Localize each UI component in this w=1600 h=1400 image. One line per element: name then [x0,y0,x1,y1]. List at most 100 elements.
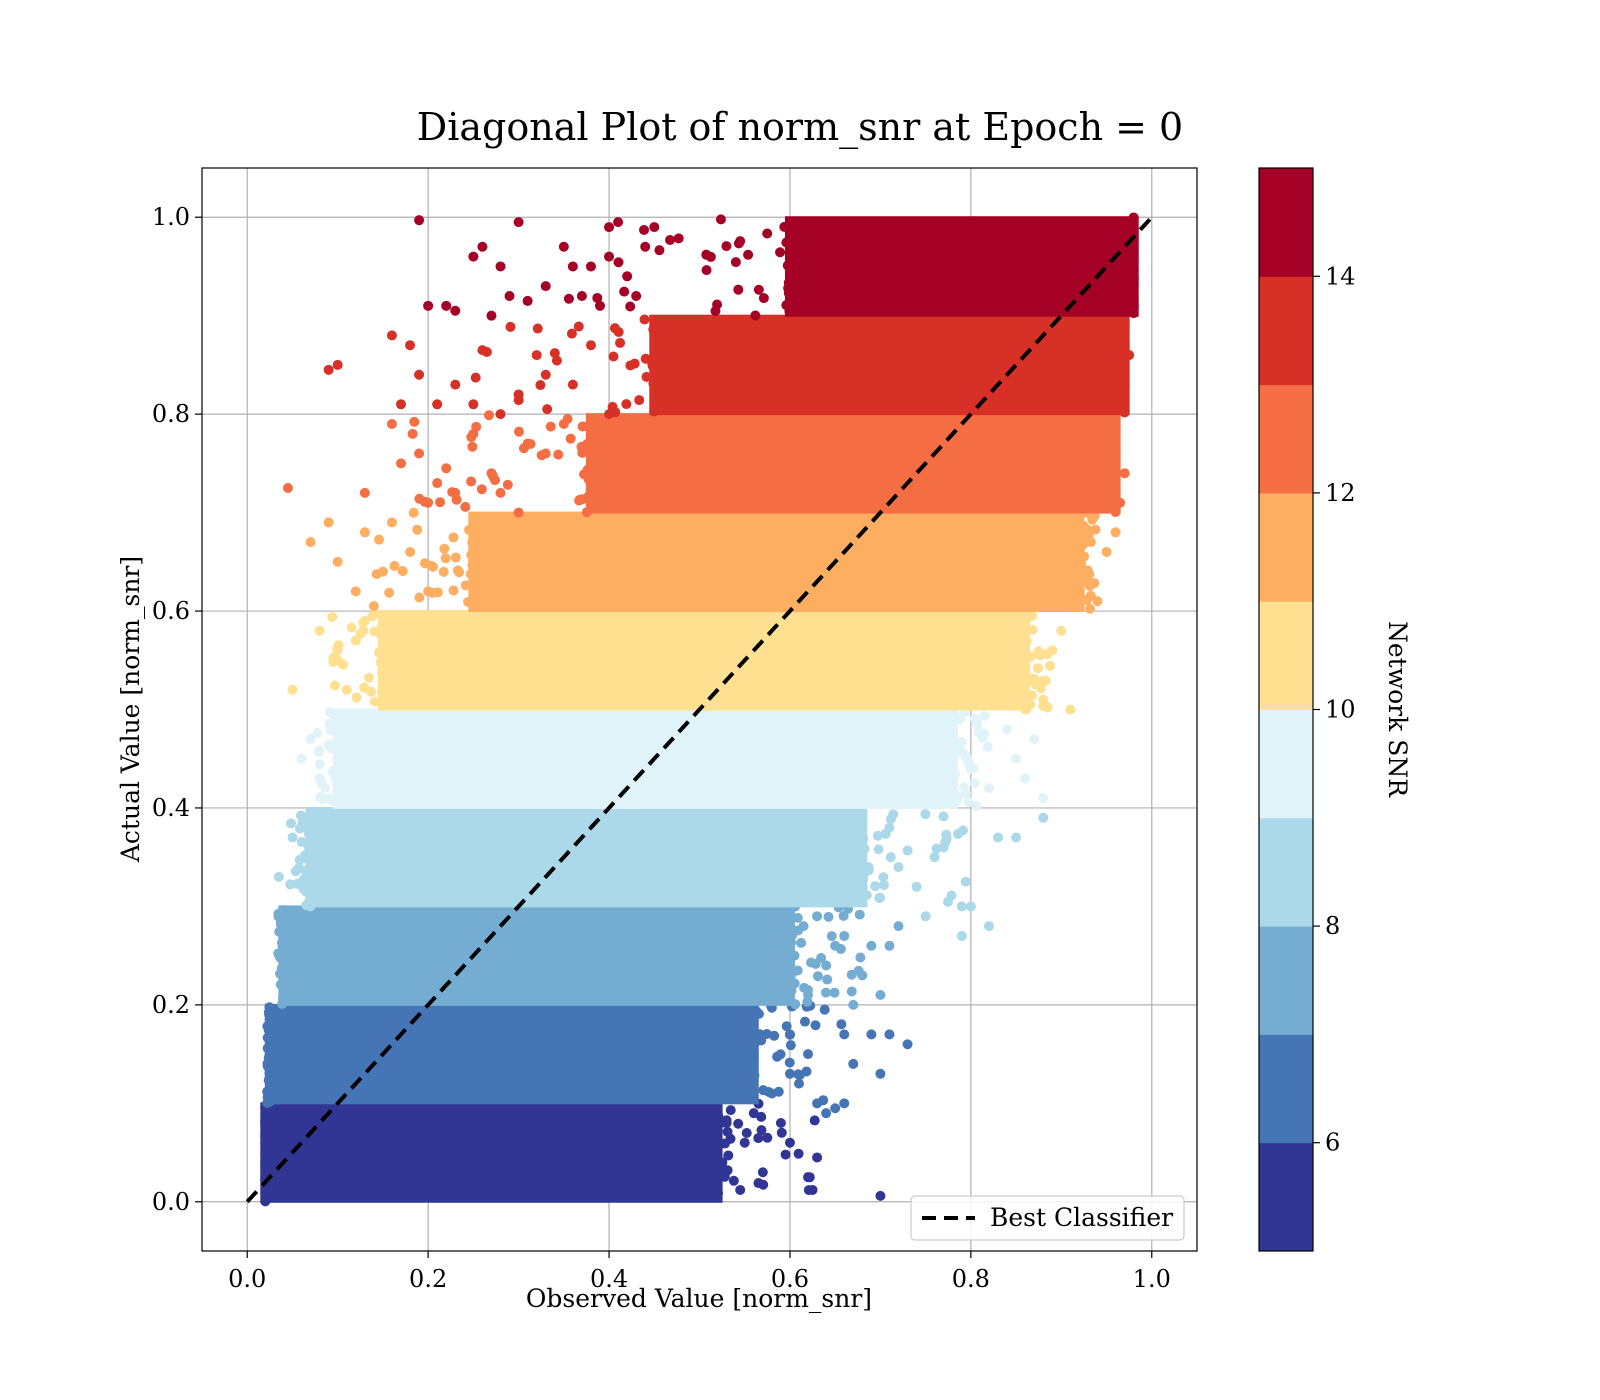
scatter-point [793,1148,804,1159]
scatter-points [260,212,1139,1207]
scatter-point [432,399,443,410]
scatter-point [625,301,636,312]
scatter-point [608,351,619,362]
scatter-point [314,759,325,770]
scatter-point [1101,546,1112,557]
scatter-point [262,1092,273,1103]
scatter-point [1128,279,1139,290]
colorbar-level-9 [1259,168,1313,277]
scatter-point [332,359,343,370]
scatter-point [323,517,334,528]
scatter-point [743,249,754,260]
scatter-point [581,507,592,518]
scatter-point [426,560,437,571]
scatter-point [386,418,397,429]
scatter-point [585,340,596,351]
scatter-point [859,843,870,854]
scatter-point [960,876,971,887]
scatter-point [830,1103,841,1114]
scatter-point [784,922,795,933]
scatter-point [609,323,620,334]
scatter-point [531,350,542,361]
scatter-point [803,990,814,1001]
scatter-point [965,763,976,774]
scatter-point [350,635,361,646]
scatter-point [303,842,314,853]
scatter-point [803,1172,814,1183]
legend: Best Classifier [910,1195,1185,1241]
scatter-point [810,1020,821,1031]
scatter-point [798,921,809,932]
scatter-point [296,753,307,764]
y-tick-label: 0.2 [152,991,190,1019]
scatter-point [448,585,459,596]
scatter-point [983,921,994,932]
scatter-point [351,692,362,703]
scatter-point [332,644,343,655]
x-axis-ticks: 0.0 0.2 0.4 0.6 0.8 1.0 [228,1251,1171,1293]
scatter-point [303,828,314,839]
colorbar: 6 8 10 12 14 Network SNR [1258,167,1412,1252]
scatter-point [757,1167,768,1178]
scatter-point [761,1028,772,1039]
scatter-point [389,560,400,571]
scatter-point [803,1049,814,1060]
scatter-point [713,1188,724,1199]
scatter-point [665,234,676,245]
scatter-point [585,261,596,272]
scatter-point [1020,702,1031,713]
scatter-point [275,909,286,920]
scatter-point [303,897,314,908]
scatter-point [467,537,478,548]
scatter-point [545,421,556,432]
scatter-point [753,1178,764,1189]
scatter-point [1021,636,1032,647]
scatter-point [278,983,289,994]
scatter-point [782,260,793,271]
scatter-point [1119,322,1130,333]
scatter-point [772,1051,783,1062]
scatter-point [648,378,659,389]
scatter-point [1124,350,1135,361]
scatter-point [748,1108,759,1119]
scatter-point [911,881,922,892]
scatter-point [468,399,479,410]
scatter-point [902,845,913,856]
scatter-point [312,728,323,739]
scatter-point [576,290,587,301]
snr-band-4 [296,707,1049,812]
scatter-point [294,854,305,865]
scatter-point [563,293,574,304]
y-tick-label: 0.6 [152,597,190,625]
legend-box [910,1195,1185,1241]
scatter-point [673,233,684,244]
scatter-point [902,1039,913,1050]
scatter-point [822,974,833,985]
y-tick-label: 0.4 [152,794,190,822]
scatter-point [495,487,506,498]
scatter-point [367,611,378,622]
colorbar-level-6 [1259,492,1313,602]
scatter-point [753,284,764,295]
scatter-point [1083,576,1094,587]
colorbar-level-8 [1259,276,1313,386]
scatter-point [956,737,967,748]
scatter-point [1110,460,1121,471]
scatter-point [721,241,732,252]
scatter-point [1020,658,1031,669]
scatter-point [412,524,423,535]
scatter-point [863,862,874,873]
scatter-point [286,818,297,829]
scatter-point [866,940,877,951]
scatter-point [287,684,298,695]
scatter-point [938,842,949,853]
scatter-point [776,1127,787,1138]
scatter-point [583,490,594,501]
snr-band-6 [305,507,1121,614]
snr-band-8 [323,313,1135,420]
scatter-point [408,507,419,518]
scatter-point [712,1107,723,1118]
legend-label: Best Classifier [990,1203,1173,1232]
scatter-point [264,1056,275,1067]
scatter-point [733,284,744,295]
